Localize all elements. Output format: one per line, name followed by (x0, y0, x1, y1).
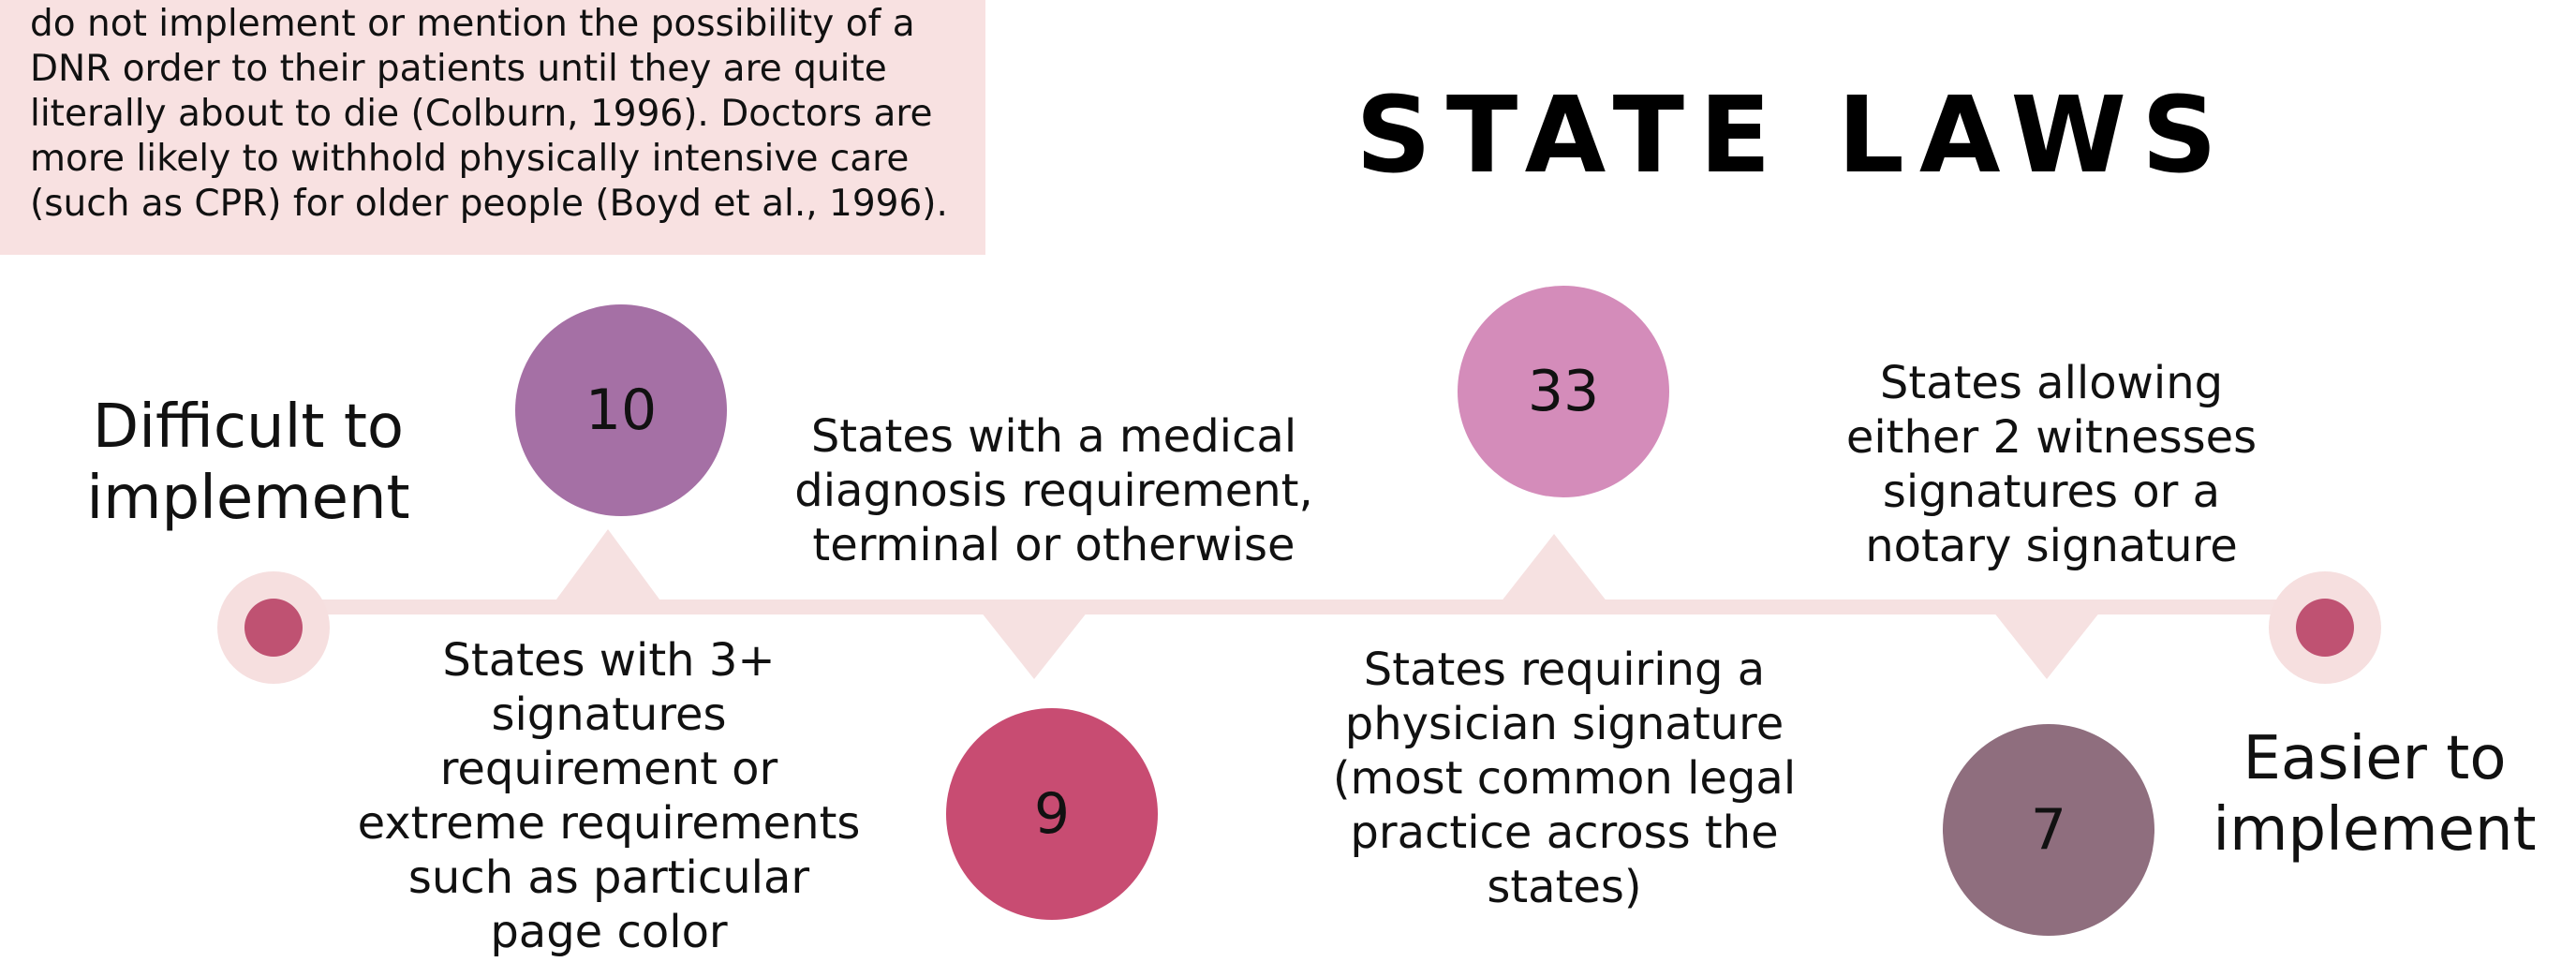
count-value: 9 (1033, 781, 1071, 847)
count-circle-9: 9 (946, 708, 1158, 920)
intro-paragraph: do not implement or mention the possibil… (30, 3, 948, 225)
page-title: STATE LAWS (1355, 75, 2232, 197)
count-value: 10 (585, 377, 658, 443)
intro-text-box: do not implement or mention the possibil… (0, 0, 985, 255)
timeline-line (274, 600, 2325, 614)
count-value: 7 (2030, 797, 2067, 863)
difficult-to-implement-label: Difficult to implement (86, 392, 410, 533)
count-circle-7: 7 (1943, 724, 2154, 936)
description-three-plus-signatures: States with 3+ signatures requirement or… (357, 634, 861, 958)
timeline-end-inner (2296, 599, 2354, 657)
timeline-start-inner (244, 599, 303, 657)
description-physician-signature: States requiring a physician signature (… (1332, 644, 1797, 913)
count-value: 33 (1527, 359, 1600, 424)
count-circle-33: 33 (1458, 286, 1669, 497)
description-medical-diagnosis: States with a medical diagnosis requirem… (794, 410, 1313, 571)
pointer-up-3 (1497, 534, 1611, 607)
pointer-up-1 (551, 529, 665, 607)
count-circle-10: 10 (515, 304, 727, 516)
easier-to-implement-label: Easier to implement (2213, 724, 2537, 865)
description-witnesses-or-notary: States allowing either 2 witnesses signa… (1845, 357, 2258, 572)
pointer-down-4 (1990, 607, 2104, 679)
pointer-down-2 (977, 607, 1091, 679)
